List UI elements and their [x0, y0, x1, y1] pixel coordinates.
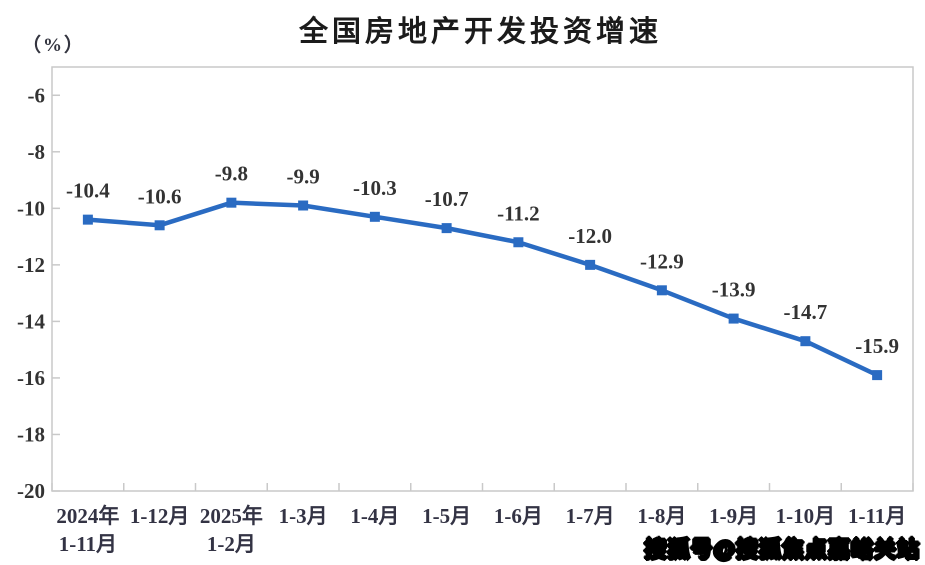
data-point-marker — [728, 313, 739, 324]
data-point-label: -15.9 — [855, 334, 899, 358]
data-point-label: -10.3 — [353, 176, 397, 200]
x-tick-label: 2024年 — [56, 504, 119, 528]
data-point-marker — [872, 370, 883, 381]
data-point-label: -9.9 — [287, 165, 320, 189]
x-tick-label: 1-11月 — [848, 504, 906, 528]
data-point-label: -10.4 — [66, 179, 110, 203]
data-point-label: -9.8 — [215, 162, 248, 186]
x-tick-label: 1-10月 — [776, 504, 836, 528]
data-point-marker — [298, 200, 309, 211]
x-tick-label: 1-3月 — [279, 504, 328, 528]
x-tick-label: 1-6月 — [494, 504, 543, 528]
data-point-label: -10.6 — [138, 184, 182, 208]
y-tick-label: -14 — [17, 309, 45, 333]
data-point-marker — [226, 197, 237, 208]
data-point-marker — [369, 211, 380, 222]
y-tick-label: -8 — [28, 140, 46, 164]
y-axis-unit-label: （%） — [22, 35, 86, 56]
x-tick-label: 1-2月 — [207, 532, 256, 556]
data-point-label: -11.2 — [497, 201, 540, 225]
data-point-marker — [82, 214, 93, 225]
x-tick-label: 1-7月 — [566, 504, 615, 528]
data-point-marker — [585, 259, 596, 270]
x-tick-label: 1-12月 — [130, 504, 190, 528]
chart-title: 全国房地产开发投资增速 — [298, 16, 662, 48]
data-point-marker — [656, 285, 667, 296]
data-point-marker — [154, 220, 165, 231]
data-point-marker — [800, 336, 811, 347]
watermark-sohu: 搜狐号@搜狐焦点嘉峪关站 — [644, 536, 920, 563]
x-tick-label: 1-9月 — [709, 504, 758, 528]
data-point-label: -12.0 — [568, 224, 612, 248]
plot-frame — [51, 66, 914, 492]
x-tick-label: 1-4月 — [350, 504, 399, 528]
data-point-marker — [513, 237, 524, 248]
y-tick-label: -6 — [28, 83, 46, 107]
y-tick-label: -10 — [17, 196, 45, 220]
x-tick-label: 1-8月 — [637, 504, 686, 528]
data-point-label: -13.9 — [712, 278, 756, 302]
x-tick-label: 1-5月 — [422, 504, 471, 528]
y-tick-label: -20 — [17, 479, 45, 503]
y-tick-label: -12 — [17, 253, 45, 277]
data-point-label: -12.9 — [640, 249, 684, 273]
data-point-label: -10.7 — [425, 187, 469, 211]
x-tick-label: 1-11月 — [59, 532, 117, 556]
trend-line — [85, 200, 880, 378]
data-point-marker — [441, 223, 452, 234]
y-tick-label: -16 — [17, 366, 45, 390]
x-tick-label: 2025年 — [200, 504, 263, 528]
y-tick-label: -18 — [17, 422, 45, 446]
data-point-label: -14.7 — [784, 300, 828, 324]
